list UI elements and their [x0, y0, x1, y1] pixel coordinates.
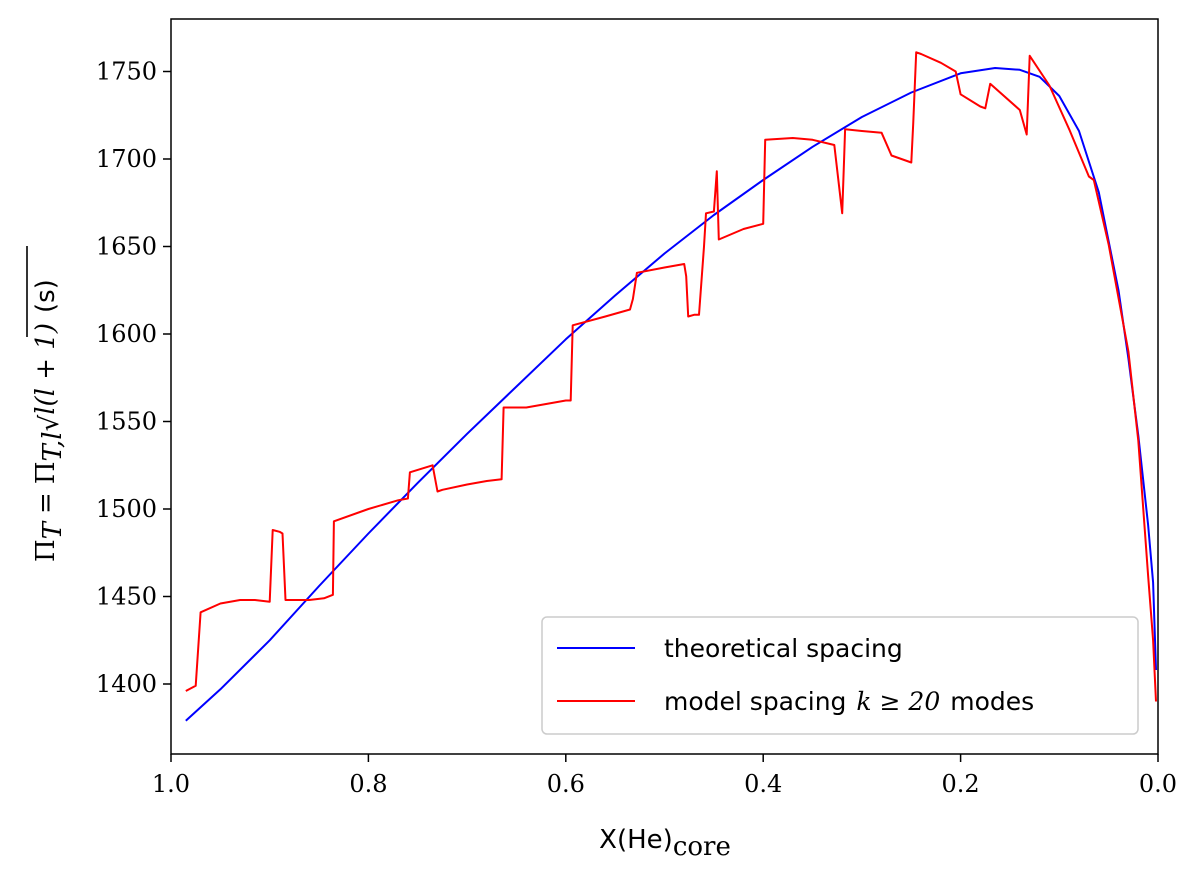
legend-label-model-text: model spacing [664, 687, 846, 716]
legend-label-model: model spacing k ≥ 20 modes [664, 687, 1034, 716]
y-label-rhs: Π [31, 461, 61, 484]
x-tick-label: 0.0 [1139, 770, 1177, 798]
y-tick-label: 1500 [96, 495, 157, 523]
y-label-lhs: Π [31, 539, 61, 562]
x-tick-label: 1.0 [152, 770, 190, 798]
legend-label-model-math: k ≥ 20 [856, 687, 940, 716]
plot-frame [170, 18, 1159, 755]
y-tick-label: 1450 [96, 583, 157, 611]
y-tick-label: 1400 [96, 670, 157, 698]
y-label-lhs-sub: T [38, 520, 68, 539]
x-tick-label: 0.8 [349, 770, 387, 798]
legend-frame [541, 616, 1139, 735]
x-axis-label: X(He)core [599, 825, 731, 862]
y-label-eq: = [31, 492, 61, 514]
y-label-rhs-sub: T,l [38, 431, 68, 461]
y-tick-label: 1550 [96, 408, 157, 436]
y-tick-label: 1750 [96, 58, 157, 86]
x-axis-label-main: X(He) [599, 825, 673, 855]
x-axis-label-sub: core [673, 832, 731, 862]
x-tick-label: 0.6 [547, 770, 585, 798]
legend-label-theoretical: theoretical spacing [664, 634, 903, 663]
svg-text:ΠT=ΠT,l√l(l + 1)(s): ΠT=ΠT,l√l(l + 1)(s) [31, 279, 68, 562]
y-label-unit: (s) [31, 279, 61, 313]
x-axis-ticks: 1.0 0.8 0.6 0.4 0.2 0.0 [152, 754, 1177, 798]
y-axis-ticks: 1400 1450 1500 1550 1600 1650 1700 1750 [96, 58, 171, 698]
legend: theoretical spacing model spacing k ≥ 20 m… [541, 616, 1139, 735]
y-tick-label: 1700 [96, 145, 157, 173]
y-label-sqrt-body: l(l + 1) [31, 323, 61, 415]
series-line-model [185, 51, 1157, 702]
y-axis-label: ΠT=ΠT,l√l(l + 1)(s) [26, 246, 68, 562]
x-tick-label: 0.4 [744, 770, 782, 798]
y-tick-label: 1650 [96, 233, 157, 261]
legend-label-model-suffix: modes [950, 687, 1034, 716]
series-layer [185, 51, 1157, 722]
sqrt-sign-icon: √ [35, 414, 65, 431]
x-tick-label: 0.2 [942, 770, 980, 798]
y-tick-label: 1600 [96, 320, 157, 348]
